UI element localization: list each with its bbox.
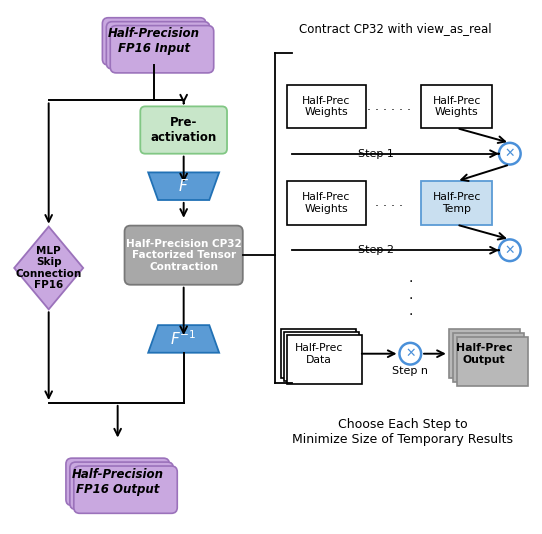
Text: ✕: ✕ <box>505 147 515 160</box>
Text: $F$: $F$ <box>178 178 189 194</box>
FancyBboxPatch shape <box>102 18 206 65</box>
Bar <box>449 329 520 378</box>
Text: Pre-
activation: Pre- activation <box>151 116 217 144</box>
FancyBboxPatch shape <box>140 106 227 154</box>
Text: Half-Prec
Weights: Half-Prec Weights <box>433 96 481 117</box>
Text: Half-Prec
Weights: Half-Prec Weights <box>302 96 351 117</box>
Text: Half-Precision
FP16 Input: Half-Precision FP16 Input <box>108 27 200 56</box>
Text: Step 2: Step 2 <box>358 245 394 255</box>
Bar <box>287 181 366 225</box>
Text: ✕: ✕ <box>505 244 515 257</box>
FancyBboxPatch shape <box>66 458 170 506</box>
Polygon shape <box>148 325 219 353</box>
Polygon shape <box>148 172 219 200</box>
Circle shape <box>399 343 421 365</box>
FancyBboxPatch shape <box>70 462 173 509</box>
Text: Half-Prec
Output: Half-Prec Output <box>456 343 513 365</box>
Text: Half-Prec
Data: Half-Prec Data <box>294 343 343 365</box>
Text: ✕: ✕ <box>405 347 416 360</box>
Text: MLP
Skip
Connection
FP16: MLP Skip Connection FP16 <box>16 246 82 290</box>
Bar <box>453 333 524 382</box>
Circle shape <box>499 239 521 261</box>
Text: Half-Precision CP32
Factorized Tensor
Contraction: Half-Precision CP32 Factorized Tensor Co… <box>126 239 242 272</box>
Text: . . . .: . . . . <box>375 197 403 209</box>
FancyBboxPatch shape <box>74 466 177 513</box>
Text: Contract CP32 with view_as_real: Contract CP32 with view_as_real <box>299 22 492 35</box>
Text: Choose Each Step to
Minimize Size of Temporary Results: Choose Each Step to Minimize Size of Tem… <box>292 418 513 446</box>
Bar <box>281 329 356 378</box>
Text: Step 1: Step 1 <box>358 148 393 159</box>
Bar <box>421 181 492 225</box>
FancyBboxPatch shape <box>106 22 210 69</box>
Bar <box>421 85 492 128</box>
Text: Half-Precision
FP16 Output: Half-Precision FP16 Output <box>72 468 164 496</box>
Bar <box>456 337 527 386</box>
Bar <box>287 335 362 384</box>
Text: .
.
.: . . . <box>408 271 412 318</box>
Polygon shape <box>14 226 83 309</box>
FancyBboxPatch shape <box>110 26 214 73</box>
Text: Half-Prec
Weights: Half-Prec Weights <box>302 192 351 214</box>
Bar <box>287 85 366 128</box>
FancyBboxPatch shape <box>125 226 243 285</box>
Text: Half-Prec
Temp: Half-Prec Temp <box>433 192 481 214</box>
Text: $F^{-1}$: $F^{-1}$ <box>170 329 197 348</box>
Text: . . . . . .: . . . . . . <box>366 100 411 113</box>
Circle shape <box>499 143 521 164</box>
Text: Step n: Step n <box>392 366 428 376</box>
Bar <box>284 332 359 381</box>
